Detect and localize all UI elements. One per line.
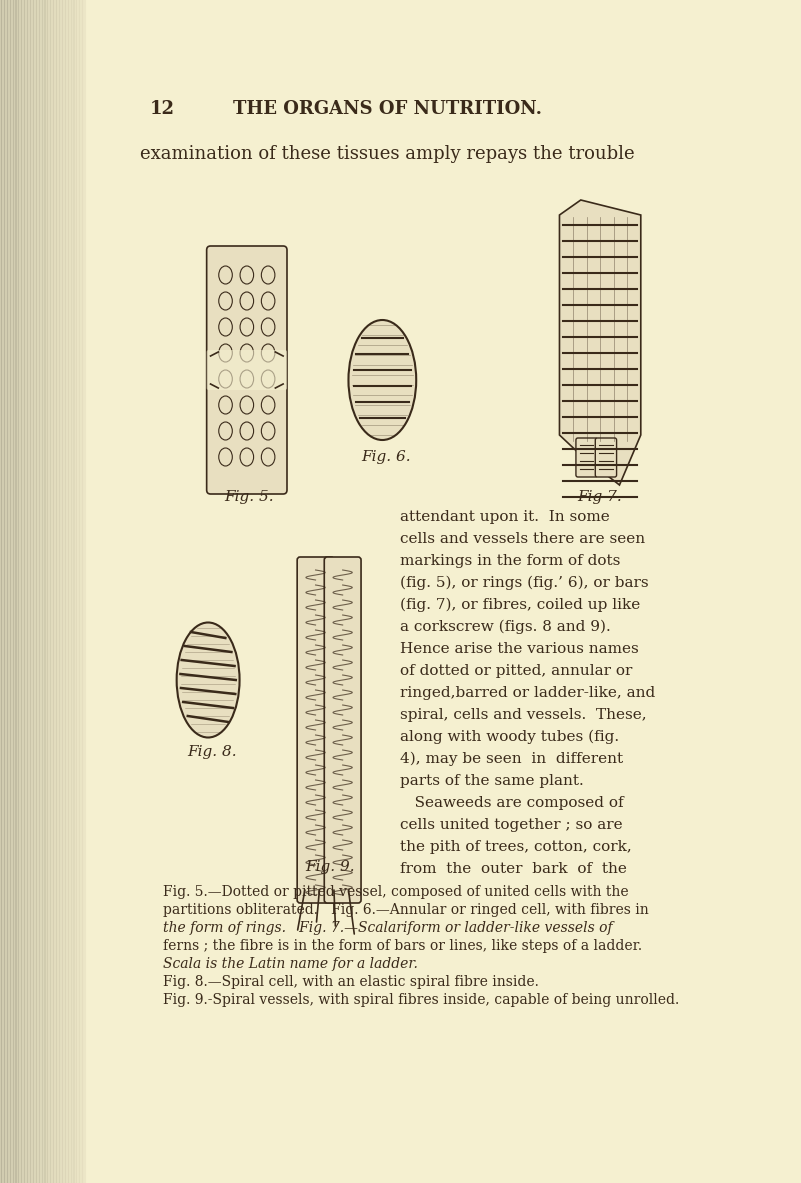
- Text: Fig. 9.-Spiral vessels, with spiral fibres inside, capable of being unrolled.: Fig. 9.-Spiral vessels, with spiral fibr…: [163, 993, 679, 1007]
- Text: Scala is the Latin name for a ladder.: Scala is the Latin name for a ladder.: [163, 957, 417, 971]
- Text: from  the  outer  bark  of  the: from the outer bark of the: [400, 862, 626, 875]
- Text: cells united together ; so are: cells united together ; so are: [400, 817, 622, 832]
- FancyBboxPatch shape: [207, 246, 287, 494]
- Text: 12: 12: [150, 101, 175, 118]
- Text: of dotted or pitted, annular or: of dotted or pitted, annular or: [400, 664, 632, 678]
- Polygon shape: [559, 200, 641, 485]
- Ellipse shape: [177, 622, 239, 737]
- Text: ferns ; the fibre is in the form of bars or lines, like steps of a ladder.: ferns ; the fibre is in the form of bars…: [163, 939, 642, 953]
- Text: Fig. 8.: Fig. 8.: [187, 745, 236, 759]
- Text: attendant upon it.  In some: attendant upon it. In some: [400, 510, 610, 524]
- Text: a corkscrew (figs. 8 and 9).: a corkscrew (figs. 8 and 9).: [400, 620, 610, 634]
- Ellipse shape: [348, 319, 417, 440]
- Text: Fig. 8.—Spiral cell, with an elastic spiral fibre inside.: Fig. 8.—Spiral cell, with an elastic spi…: [163, 975, 538, 989]
- Text: partitions obliterated.   Fig. 6.—Annular or ringed cell, with fibres in: partitions obliterated. Fig. 6.—Annular …: [163, 903, 648, 917]
- Text: Fig. 5.—Dotted or pitted vessel, composed of united cells with the: Fig. 5.—Dotted or pitted vessel, compose…: [163, 885, 628, 899]
- Text: along with woody tubes (fig.: along with woody tubes (fig.: [400, 730, 619, 744]
- Text: (fig. 7), or fibres, coiled up like: (fig. 7), or fibres, coiled up like: [400, 597, 640, 613]
- Text: Fig. 5.: Fig. 5.: [224, 490, 274, 504]
- FancyBboxPatch shape: [297, 557, 334, 903]
- FancyBboxPatch shape: [595, 438, 617, 477]
- FancyBboxPatch shape: [207, 350, 287, 390]
- Text: THE ORGANS OF NUTRITION.: THE ORGANS OF NUTRITION.: [232, 101, 541, 118]
- Text: Fig 7.: Fig 7.: [577, 490, 622, 504]
- FancyBboxPatch shape: [576, 438, 598, 477]
- Text: the form of rings.   Fig. 7.—Scalariform or ladder-like vessels of: the form of rings. Fig. 7.—Scalariform o…: [163, 922, 612, 935]
- Text: cells and vessels there are seen: cells and vessels there are seen: [400, 532, 645, 547]
- Text: ringed,barred or ladder-like, and: ringed,barred or ladder-like, and: [400, 686, 655, 700]
- Text: 4), may be seen  in  different: 4), may be seen in different: [400, 752, 623, 767]
- Text: Hence arise the various names: Hence arise the various names: [400, 642, 638, 657]
- Text: examination of these tissues amply repays the trouble: examination of these tissues amply repay…: [140, 146, 634, 163]
- Text: Seaweeds are composed of: Seaweeds are composed of: [400, 796, 623, 810]
- Text: Fig. 9.: Fig. 9.: [305, 860, 355, 874]
- FancyBboxPatch shape: [324, 557, 361, 903]
- Text: markings in the form of dots: markings in the form of dots: [400, 554, 620, 568]
- Text: Fig. 6.: Fig. 6.: [361, 450, 411, 464]
- Text: parts of the same plant.: parts of the same plant.: [400, 774, 583, 788]
- Text: (fig. 5), or rings (fig.’ 6), or bars: (fig. 5), or rings (fig.’ 6), or bars: [400, 576, 648, 590]
- Text: spiral, cells and vessels.  These,: spiral, cells and vessels. These,: [400, 707, 646, 722]
- Text: the pith of trees, cotton, cork,: the pith of trees, cotton, cork,: [400, 840, 631, 854]
